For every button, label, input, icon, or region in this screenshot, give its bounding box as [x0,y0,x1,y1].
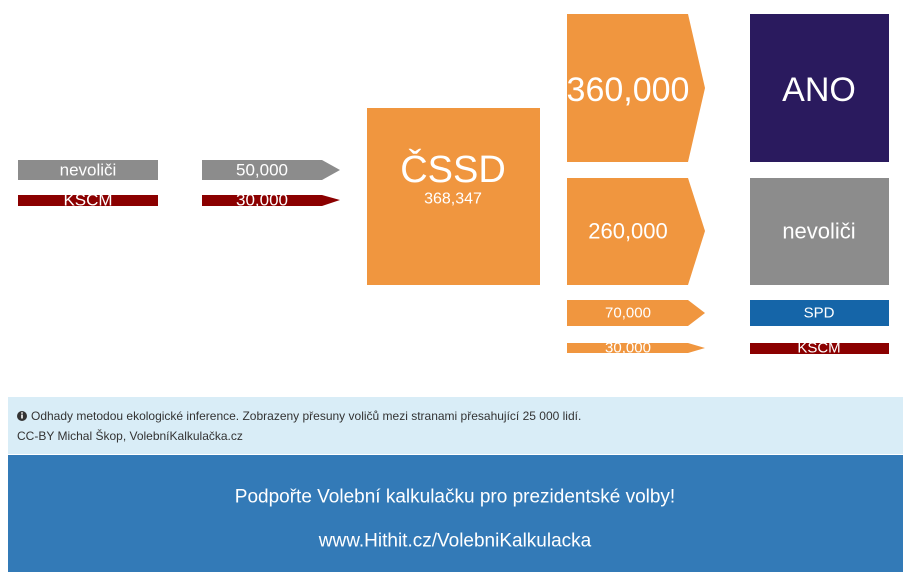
source-label: KSČM [63,191,112,210]
target-label: nevoliči [782,219,855,244]
outflow-label: 70,000 [605,305,651,322]
center-label: ČSSD [400,147,506,191]
outflow-arrow [567,178,705,285]
target-node [750,343,889,354]
outflow-label: 360,000 [567,71,690,109]
source-bar [18,195,158,206]
info-icon-stem [21,414,23,419]
info-icon-dot [21,412,23,414]
inflow-label: 30,000 [236,191,288,210]
target-label: ANO [782,71,856,109]
target-node [750,14,889,162]
footer-link[interactable]: www.Hithit.cz/VolebniKalkulacka [318,531,592,552]
source-label: nevoliči [60,161,117,180]
center-node [367,108,540,285]
outflow-label: 30,000 [605,340,651,357]
note-credit: CC-BY Michal Škop, VolebníKalkulačka.cz [17,428,243,443]
note-panel [8,397,903,454]
center-total: 368,347 [424,191,482,208]
target-node [750,178,889,285]
footer-appeal: Podpořte Volební kalkulačku pro preziden… [235,487,675,508]
target-node [750,300,889,326]
inflow-arrow [202,160,340,180]
outflow-arrow [567,14,705,162]
outflow-arrow [567,300,705,326]
target-label: KSČM [797,340,840,357]
outflow-label: 260,000 [588,219,668,244]
note-text: Odhady metodou ekologické inference. Zob… [31,409,581,423]
footer-banner [8,455,903,572]
outflow-arrow [567,343,705,353]
source-bar [18,160,158,180]
inflow-arrow [202,195,340,206]
inflow-label: 50,000 [236,161,288,180]
target-label: SPD [804,305,835,322]
